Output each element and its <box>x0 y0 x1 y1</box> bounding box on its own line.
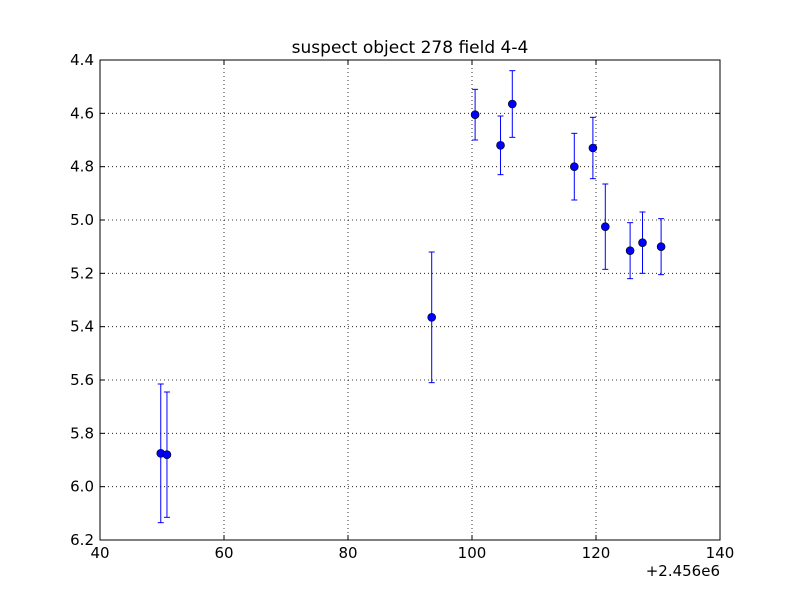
data-point <box>600 222 610 231</box>
data-point <box>638 238 647 247</box>
y-tick-label: 5.4 <box>70 318 94 336</box>
chart-title: suspect object 278 field 4-4 <box>292 38 529 58</box>
plot-frame <box>99 59 721 541</box>
data-point <box>656 242 666 251</box>
x-tick-label: 120 <box>582 544 611 562</box>
data-points <box>156 99 666 459</box>
y-tick-label: 6.2 <box>70 531 94 549</box>
y-tick-labels: 4.4 4.6 4.8 5.0 5.2 5.4 5.6 5.8 6.0 6.2 <box>70 51 94 549</box>
data-point <box>496 141 505 150</box>
data-point <box>588 143 598 153</box>
data-point <box>470 110 480 119</box>
x-tick-labels: 40 60 80 100 120 140 <box>90 544 734 562</box>
y-tick-label: 4.4 <box>70 51 94 69</box>
x-offset-label: +2.456e6 <box>646 562 720 580</box>
x-tick-label: 140 <box>706 544 735 562</box>
data-point <box>162 450 172 459</box>
data-point <box>507 99 517 109</box>
axis-ticks <box>99 59 721 541</box>
error-bars <box>157 70 665 524</box>
x-tick-label: 60 <box>214 544 233 562</box>
y-tick-label: 5.2 <box>70 264 94 282</box>
grid-lines <box>100 60 720 540</box>
y-tick-label: 4.6 <box>70 104 94 122</box>
x-tick-label: 100 <box>458 544 487 562</box>
y-tick-label: 5.8 <box>70 424 94 442</box>
y-tick-label: 6.0 <box>70 478 94 496</box>
y-tick-label: 5.6 <box>70 371 94 389</box>
data-point <box>625 246 635 255</box>
y-tick-label: 5.0 <box>70 211 94 229</box>
x-tick-label: 40 <box>90 544 109 562</box>
data-point <box>569 162 579 171</box>
y-tick-label: 4.8 <box>70 158 94 176</box>
x-tick-label: 80 <box>338 544 357 562</box>
data-point <box>427 313 437 322</box>
